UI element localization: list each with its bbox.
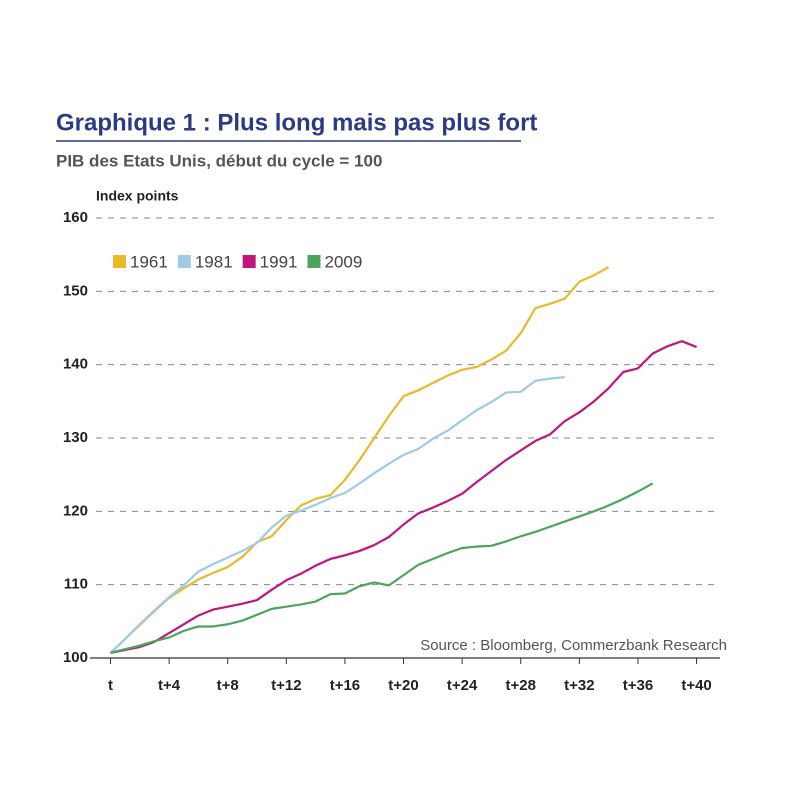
y-tick-label: 120 bbox=[63, 502, 88, 519]
x-tick-label: t+24 bbox=[447, 677, 478, 694]
legend-label: 2009 bbox=[324, 252, 362, 271]
y-tick-label: 110 bbox=[64, 576, 88, 593]
legend-swatch bbox=[307, 255, 321, 268]
y-tick-label: 100 bbox=[63, 649, 88, 666]
series-line bbox=[110, 482, 654, 654]
series-line bbox=[110, 340, 697, 654]
chart-title: Graphique 1 : Plus long mais pas plus fo… bbox=[56, 109, 537, 136]
x-tick-label: t+16 bbox=[330, 677, 360, 694]
series-line bbox=[109, 376, 565, 654]
x-tick-label: t bbox=[108, 677, 113, 694]
legend-swatch bbox=[177, 255, 191, 268]
legend-label: 1961 bbox=[130, 252, 168, 271]
legend-label: 1991 bbox=[260, 252, 298, 271]
y-tick-label: 150 bbox=[63, 282, 88, 299]
x-tick-label: t+12 bbox=[271, 677, 301, 694]
x-tick-label: t+4 bbox=[158, 677, 181, 694]
y-axis-label: Index points bbox=[96, 188, 179, 204]
legend-swatch bbox=[113, 255, 126, 268]
legend-swatch bbox=[242, 255, 256, 268]
y-tick-label: 160 bbox=[63, 209, 88, 226]
y-tick-label: 130 bbox=[63, 429, 88, 446]
legend-label: 1981 bbox=[195, 252, 233, 271]
x-tick-label: t+32 bbox=[564, 677, 594, 694]
x-tick-label: t+8 bbox=[217, 677, 239, 694]
x-tick-label: t+20 bbox=[388, 677, 418, 694]
y-tick-label: 140 bbox=[63, 356, 88, 373]
source-note: Source : Bloomberg, Commerzbank Research bbox=[420, 637, 727, 654]
series-line bbox=[109, 266, 610, 654]
x-tick-label: t+28 bbox=[506, 677, 536, 694]
x-tick-label: t+40 bbox=[681, 677, 711, 694]
chart-subtitle: PIB des Etats Unis, début du cycle = 100 bbox=[56, 151, 382, 170]
x-tick-label: t+36 bbox=[623, 677, 653, 694]
